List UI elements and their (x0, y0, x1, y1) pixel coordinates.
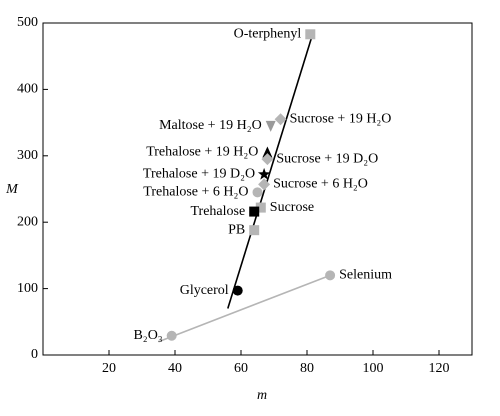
y-tick-label: 100 (17, 281, 38, 296)
data-point (325, 270, 336, 281)
data-point (261, 153, 274, 166)
data-point (249, 225, 260, 236)
point-label: Glycerol (180, 283, 229, 298)
data-point (252, 187, 263, 198)
data-point (257, 167, 271, 180)
data-point (232, 285, 243, 296)
y-tick-label: 0 (31, 347, 38, 362)
fit-line (227, 30, 315, 309)
x-axis-label: m (257, 388, 267, 403)
plot-frame (42, 22, 473, 356)
x-tick-label: 80 (300, 361, 314, 376)
point-label: Sucrose + 19 D₂O (276, 151, 378, 166)
point-label: Maltose + 19 H₂O (159, 118, 262, 133)
y-tick-label: 200 (17, 214, 38, 229)
point-label: Sucrose + 6 H₂O (273, 177, 368, 192)
point-label: Trehalose (190, 204, 245, 219)
point-label: Sucrose (270, 200, 314, 215)
point-label: Selenium (339, 268, 392, 283)
y-tick-label: 500 (17, 15, 38, 30)
data-point (258, 178, 271, 191)
y-tick-label: 300 (17, 148, 38, 163)
data-point (305, 29, 316, 40)
y-tick-label: 400 (17, 82, 38, 97)
x-tick-label: 20 (102, 361, 116, 376)
point-label: B₂O₃ (133, 328, 162, 343)
data-point (265, 120, 276, 132)
x-tick-label: 60 (234, 361, 248, 376)
data-point (255, 202, 266, 213)
y-axis-label: M (5, 182, 19, 197)
x-tick-label: 100 (363, 361, 384, 376)
fit-line (158, 274, 331, 343)
point-label: Sucrose + 19 H₂O (290, 111, 392, 126)
data-point (262, 146, 273, 158)
point-label: PB (228, 222, 245, 237)
data-point (249, 206, 260, 217)
x-tick-label: 40 (168, 361, 182, 376)
data-point (166, 330, 177, 341)
point-label: Trehalose + 19 D₂O (143, 167, 255, 182)
data-point (274, 113, 287, 126)
point-label: Trehalose + 6 H₂O (143, 185, 248, 200)
point-label: Trehalose + 19 H₂O (146, 145, 258, 160)
x-tick-label: 120 (429, 361, 450, 376)
point-label: O-terphenyl (234, 27, 302, 42)
